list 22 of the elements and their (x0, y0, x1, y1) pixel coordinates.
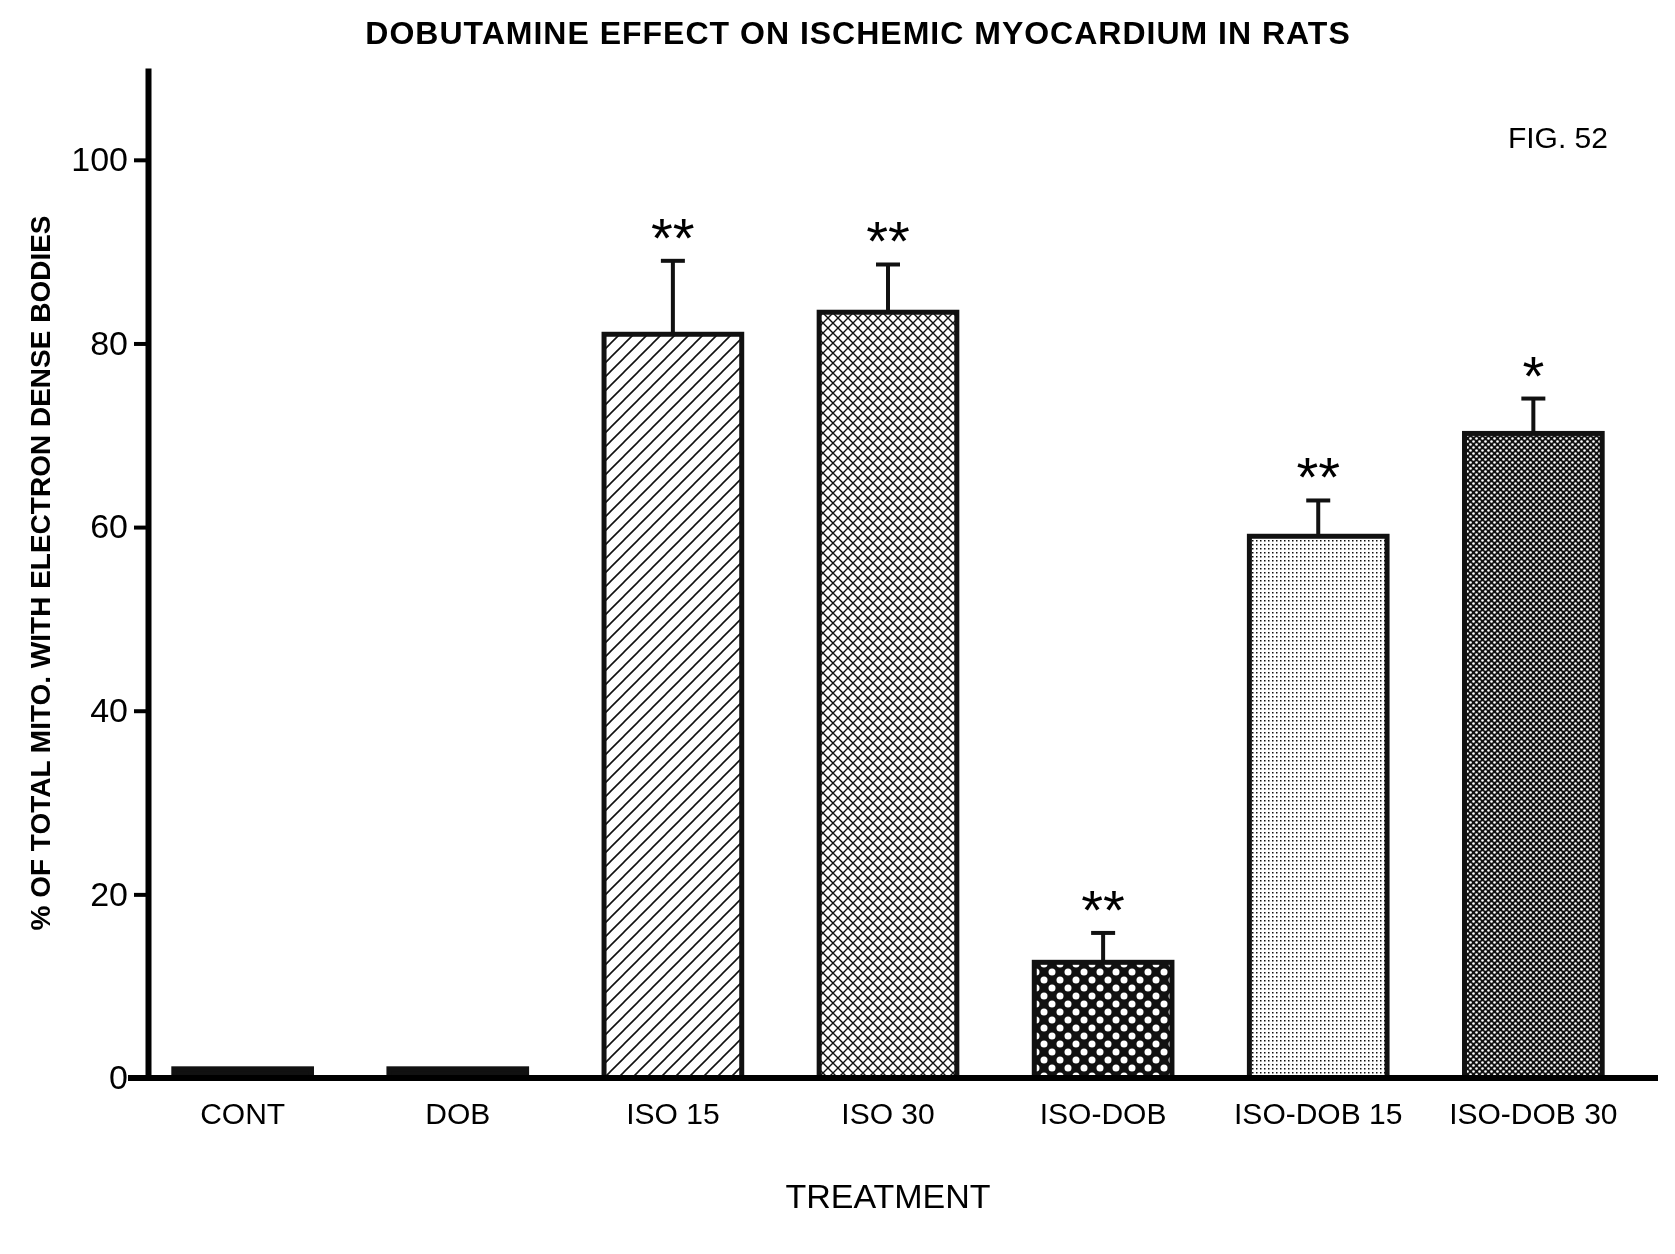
y-tick-label: 0 (109, 1058, 128, 1097)
annotation: ** (1296, 445, 1341, 509)
x-tick-label: ISO 15 (626, 1097, 720, 1130)
chart-title: DOBUTAMINE EFFECT ON ISCHEMIC MYOCARDIUM IN RATS (365, 15, 1351, 51)
annotation: ** (866, 209, 910, 273)
annotation: ** (651, 205, 695, 269)
y-axis-title: % OF TOTAL MITO. WITH ELECTRON DENSE BODIES (25, 215, 56, 931)
x-tick-label: ISO-DOB 15 (1234, 1097, 1403, 1130)
y-tick-label: 100 (71, 140, 128, 179)
x-tick-label: ISO 30 (841, 1097, 935, 1130)
y-tick-label: 80 (90, 323, 128, 362)
annotation: * (1522, 343, 1545, 407)
annotation: ** (1081, 877, 1125, 941)
x-axis-title: TREATMENT (785, 1177, 991, 1215)
y-tick-label: 20 (90, 874, 128, 913)
x-tick-label: ISO-DOB (1039, 1097, 1167, 1130)
x-tick-label: CONT (200, 1097, 286, 1130)
x-tick-label: DOB (425, 1097, 491, 1130)
y-tick-label: 40 (90, 691, 128, 730)
x-tick-label: ISO-DOB 30 (1449, 1097, 1618, 1130)
annotation: FIG. 52 (1507, 121, 1608, 154)
y-tick-label: 60 (90, 507, 128, 546)
